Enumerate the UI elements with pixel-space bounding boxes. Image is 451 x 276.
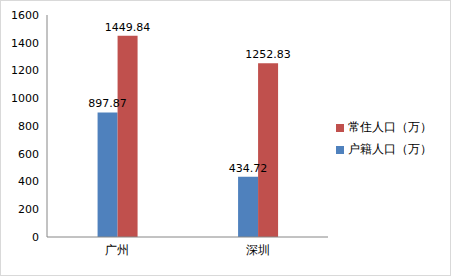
svg-text:1000: 1000 <box>11 92 39 105</box>
svg-text:600: 600 <box>18 148 39 161</box>
svg-text:1449.84: 1449.84 <box>105 21 151 34</box>
svg-text:434.72: 434.72 <box>229 162 268 175</box>
html-text:户籍人口（万）: 户籍人口（万） <box>348 142 432 156</box>
svg-text:1600: 1600 <box>11 9 39 22</box>
svg-text:广州: 广州 <box>105 243 129 257</box>
svg-text:1200: 1200 <box>11 64 39 77</box>
svg-text:1252.83: 1252.83 <box>245 48 291 61</box>
svg-text:800: 800 <box>18 120 39 133</box>
html-text:常住人口（万）: 常住人口（万） <box>348 120 432 134</box>
svg-text:200: 200 <box>18 203 39 216</box>
svg-text:400: 400 <box>18 175 39 188</box>
svg-text:1400: 1400 <box>11 37 39 50</box>
svg-text:深圳: 深圳 <box>246 243 270 257</box>
svg-text:897.87: 897.87 <box>88 97 127 110</box>
svg-text:0: 0 <box>32 231 39 244</box>
